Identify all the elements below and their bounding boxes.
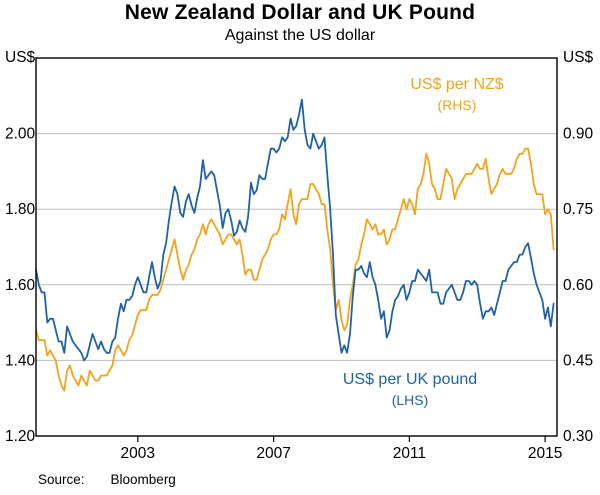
series-line-gbp [35,98,555,362]
annotation-nzd: US$ per NZ$ (RHS) [377,74,537,114]
right-axis-unit-label: US$ [563,49,594,66]
left-tick-label: 2.00 [5,126,36,143]
right-tick-label: 0.60 [563,277,594,294]
right-tick-label: 0.30 [563,428,594,445]
series-line-nzd [35,147,555,392]
source-label: Source: [38,472,85,487]
annotation-nzd-label: US$ per NZ$ [410,76,504,93]
annotation-gbp: US$ per UK pound (LHS) [315,369,505,409]
chart-subtitle: Against the US dollar [224,27,376,44]
annotation-gbp-label: US$ per UK pound [342,371,478,388]
right-tick-label: 0.75 [563,201,593,218]
left-tick-label: 1.40 [5,352,36,369]
left-tick-label: 1.60 [5,277,36,294]
right-tick-label: 0.90 [563,126,594,143]
chart-title: New Zealand Dollar and UK Pound [124,1,476,24]
left-tick-label: 1.80 [5,201,36,218]
x-tick-label: 2003 [121,445,155,462]
x-tick-label: 2007 [256,445,290,462]
x-tick-label: 2011 [393,445,426,462]
x-tick-label: 2015 [528,445,562,462]
source-value: Bloomberg [110,472,176,487]
source-line: Source: Bloomberg [38,472,176,487]
left-tick-label: 1.20 [5,428,36,445]
plot-frame [35,57,558,437]
annotation-gbp-axis-note: (LHS) [391,391,429,408]
annotation-nzd-axis-note: (RHS) [437,96,477,113]
left-axis-unit-label: US$ [5,49,36,66]
right-tick-label: 0.45 [563,352,593,369]
